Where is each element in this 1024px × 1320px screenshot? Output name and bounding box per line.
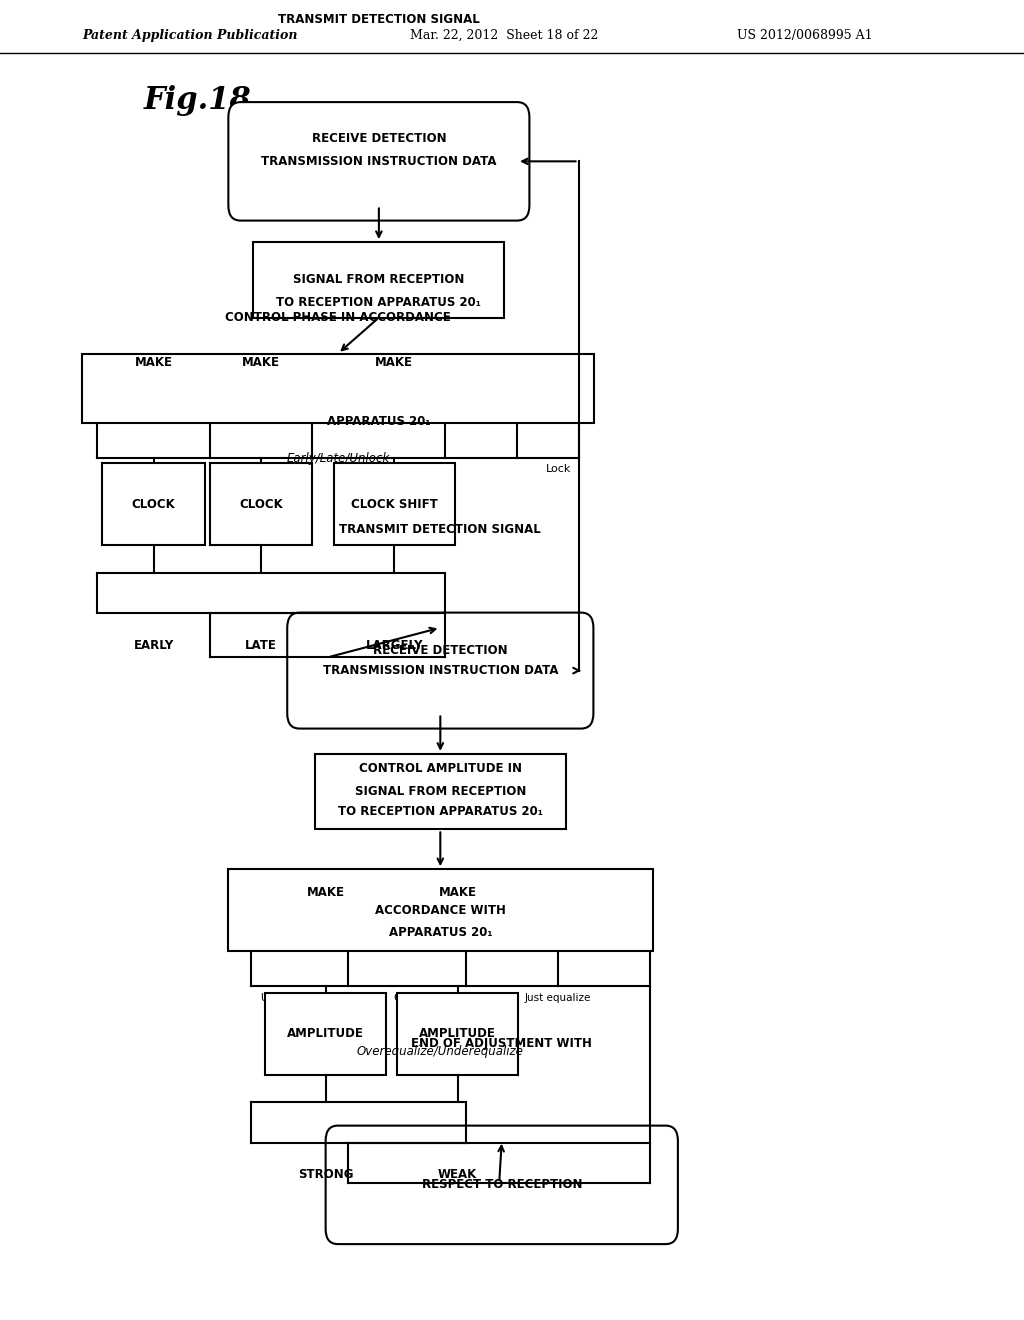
FancyBboxPatch shape: [102, 463, 205, 545]
FancyBboxPatch shape: [254, 242, 504, 318]
Text: CONTROL AMPLITUDE IN: CONTROL AMPLITUDE IN: [358, 762, 522, 775]
Text: Unlock: Unlock: [417, 465, 454, 474]
Text: ACCORDANCE WITH: ACCORDANCE WITH: [375, 904, 506, 916]
Text: MAKE: MAKE: [242, 356, 281, 370]
Text: US 2012/0068995 A1: US 2012/0068995 A1: [737, 29, 872, 42]
Text: MAKE: MAKE: [306, 886, 345, 899]
Text: Mar. 22, 2012  Sheet 18 of 22: Mar. 22, 2012 Sheet 18 of 22: [410, 29, 598, 42]
Text: TO RECEPTION APPARATUS 20₁: TO RECEPTION APPARATUS 20₁: [338, 805, 543, 818]
Text: AMPLITUDE: AMPLITUDE: [287, 1027, 365, 1040]
Text: EARLY: EARLY: [133, 639, 174, 652]
Text: RESPECT TO RECEPTION: RESPECT TO RECEPTION: [422, 1179, 582, 1192]
FancyBboxPatch shape: [227, 869, 653, 950]
Text: RECEIVE DETECTION: RECEIVE DETECTION: [311, 132, 446, 145]
Text: Early/Late/Unlock: Early/Late/Unlock: [287, 453, 389, 466]
Text: TRANSMISSION INSTRUCTION DATA: TRANSMISSION INSTRUCTION DATA: [323, 664, 558, 677]
Text: APPARATUS 20₁: APPARATUS 20₁: [327, 414, 431, 428]
Text: WEAK: WEAK: [438, 1168, 477, 1181]
Text: Over equalize: Over equalize: [394, 993, 466, 1003]
Text: LARGELY: LARGELY: [366, 639, 423, 652]
Text: Fig.18: Fig.18: [143, 86, 251, 116]
FancyBboxPatch shape: [334, 463, 455, 545]
Text: STRONG: STRONG: [298, 1168, 353, 1181]
Text: SIGNAL FROM RECEPTION: SIGNAL FROM RECEPTION: [354, 785, 526, 799]
Text: CLOCK SHIFT: CLOCK SHIFT: [351, 498, 437, 511]
Text: SIGNAL FROM RECEPTION: SIGNAL FROM RECEPTION: [293, 273, 465, 286]
FancyBboxPatch shape: [315, 754, 565, 829]
Text: AMPLITUDE: AMPLITUDE: [419, 1027, 497, 1040]
Text: MAKE: MAKE: [438, 886, 477, 899]
FancyBboxPatch shape: [210, 463, 312, 545]
Text: CLOCK: CLOCK: [132, 498, 175, 511]
Text: Overequalize/Underequalize: Overequalize/Underequalize: [357, 1045, 523, 1057]
Text: TO RECEPTION APPARATUS 20₁: TO RECEPTION APPARATUS 20₁: [276, 296, 481, 309]
FancyBboxPatch shape: [287, 612, 594, 729]
Text: Under equalize: Under equalize: [261, 993, 339, 1003]
Text: TRANSMIT DETECTION SIGNAL: TRANSMIT DETECTION SIGNAL: [339, 523, 542, 536]
Text: Just equalize: Just equalize: [525, 993, 591, 1003]
Text: TRANSMISSION INSTRUCTION DATA: TRANSMISSION INSTRUCTION DATA: [261, 154, 497, 168]
Text: END OF ADJUSTMENT WITH: END OF ADJUSTMENT WITH: [412, 1038, 592, 1049]
Text: TRANSMIT DETECTION SIGNAL: TRANSMIT DETECTION SIGNAL: [278, 13, 480, 26]
Text: APPARATUS 20₁: APPARATUS 20₁: [388, 927, 493, 940]
Text: Late: Late: [141, 465, 166, 474]
Text: CONTROL PHASE IN ACCORDANCE: CONTROL PHASE IN ACCORDANCE: [225, 312, 451, 323]
FancyBboxPatch shape: [82, 354, 594, 422]
FancyBboxPatch shape: [397, 993, 518, 1074]
Text: Patent Application Publication: Patent Application Publication: [82, 29, 297, 42]
Text: LATE: LATE: [245, 639, 278, 652]
Text: Lock: Lock: [546, 465, 570, 474]
Text: CLOCK: CLOCK: [240, 498, 283, 511]
Text: Early: Early: [247, 465, 275, 474]
FancyBboxPatch shape: [228, 102, 529, 220]
FancyBboxPatch shape: [265, 993, 386, 1074]
FancyBboxPatch shape: [326, 1126, 678, 1245]
Text: MAKE: MAKE: [134, 356, 173, 370]
Text: RECEIVE DETECTION: RECEIVE DETECTION: [373, 644, 508, 657]
Text: MAKE: MAKE: [375, 356, 414, 370]
